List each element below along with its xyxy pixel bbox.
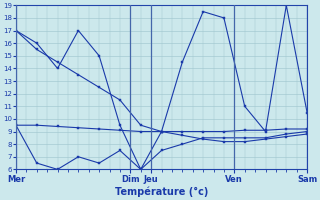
X-axis label: Température (°c): Température (°c)	[115, 187, 208, 197]
